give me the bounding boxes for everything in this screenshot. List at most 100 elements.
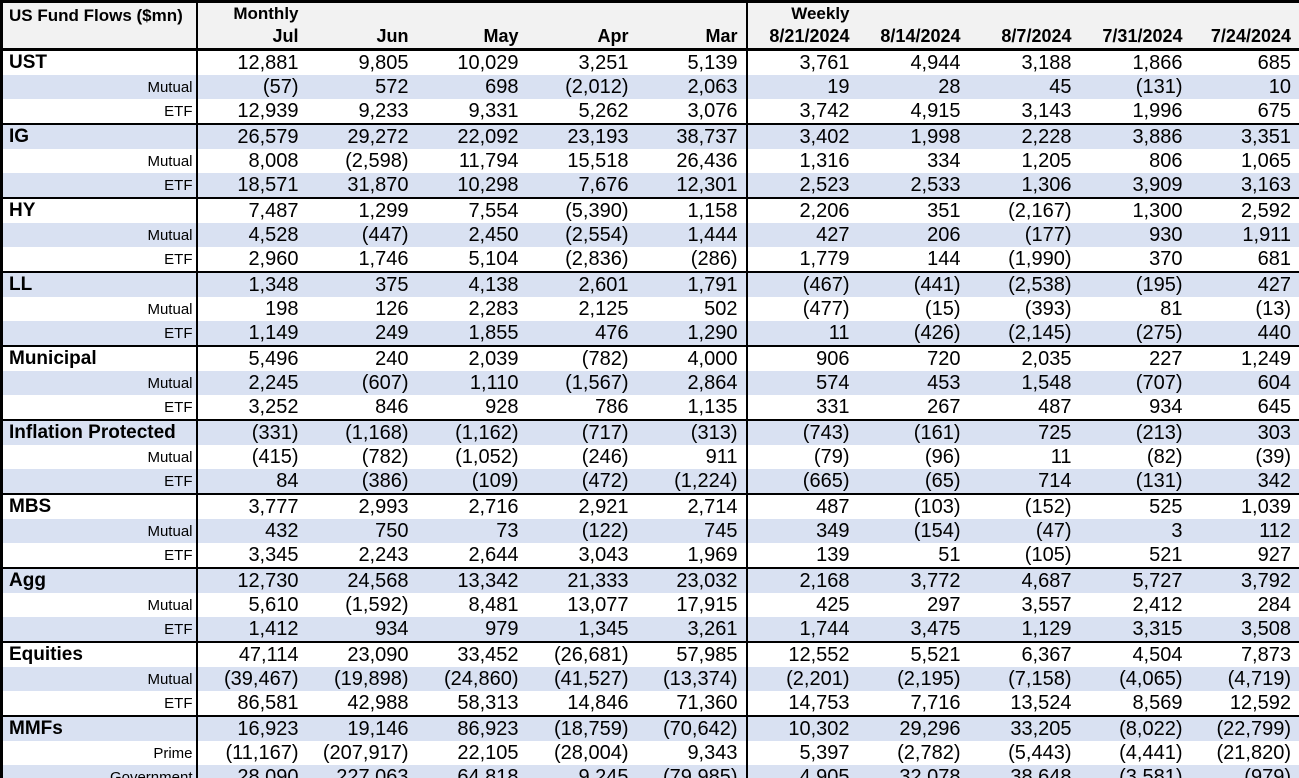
value-cell: 3,043: [526, 543, 637, 568]
value-cell: 14,753: [745, 691, 858, 716]
value-cell: 7,487: [196, 197, 307, 223]
table-row: Municipal 5,496 240 2,039 (782) 4,000 906 720 2,…: [1, 345, 1299, 371]
value-cell: 572: [306, 75, 417, 99]
value-cell: 3,761: [745, 49, 858, 75]
value-cell: 71,360: [636, 691, 747, 716]
value-cell: 331: [745, 395, 858, 420]
value-cell: 4,905: [745, 765, 858, 778]
header-row-period: US Fund Flows ($mn) Monthly Weekly: [1, 1, 1299, 51]
value-cell: (2,201): [745, 667, 858, 691]
value-cell: 7,554: [416, 197, 527, 223]
value-cell: (207,917): [306, 741, 417, 765]
value-cell: 31,870: [306, 173, 417, 198]
value-cell: 806: [1079, 149, 1191, 173]
value-cell: 370: [1079, 247, 1191, 272]
header-spacer: [857, 1, 1299, 25]
value-cell: 13,524: [968, 691, 1080, 716]
value-cell: 1,135: [636, 395, 747, 420]
value-cell: 1,996: [1079, 99, 1191, 124]
column-header: 7/24/2024: [1190, 25, 1299, 51]
sub-row-label: Mutual: [1, 297, 198, 321]
sub-row-label: Mutual: [1, 371, 198, 395]
value-cell: 934: [1079, 395, 1191, 420]
value-cell: 3,188: [968, 49, 1080, 75]
sub-row-label: ETF: [1, 469, 198, 494]
value-cell: 112: [1190, 519, 1299, 543]
value-cell: 3,402: [745, 123, 858, 149]
value-cell: (472): [526, 469, 637, 494]
value-cell: 2,228: [968, 123, 1080, 149]
value-cell: 38,648: [968, 765, 1080, 778]
sub-row-label: ETF: [1, 321, 198, 346]
value-cell: 26,579: [196, 123, 307, 149]
sub-row-label: ETF: [1, 173, 198, 198]
value-cell: (5,443): [968, 741, 1080, 765]
value-cell: 8,008: [196, 149, 307, 173]
value-cell: 64,818: [416, 765, 527, 778]
table-row: ETF 3,252 846 928 786 1,135 331 267 487 934 645: [1, 395, 1299, 420]
table-row: Equities 47,114 23,090 33,452 (26,681) 57,985…: [1, 641, 1299, 667]
value-cell: 9,343: [636, 741, 747, 765]
value-cell: (105): [968, 543, 1080, 568]
value-cell: 86,923: [416, 715, 527, 741]
value-cell: (717): [526, 419, 637, 445]
table-row: ETF 2,960 1,746 5,104 (2,836) (286) 1,779 144 (1…: [1, 247, 1299, 272]
value-cell: 453: [857, 371, 969, 395]
value-cell: (177): [968, 223, 1080, 247]
value-cell: 19: [745, 75, 858, 99]
table-row: Mutual 4,528 (447) 2,450 (2,554) 1,444 427 206(…: [1, 223, 1299, 247]
value-cell: (393): [968, 297, 1080, 321]
value-cell: (131): [1079, 469, 1191, 494]
value-cell: (28,004): [526, 741, 637, 765]
value-cell: 574: [745, 371, 858, 395]
value-cell: 1,791: [636, 271, 747, 297]
value-cell: 17,915: [636, 593, 747, 617]
value-cell: 427: [745, 223, 858, 247]
value-cell: 3,508: [1190, 617, 1299, 642]
value-cell: 84: [196, 469, 307, 494]
table-row: ETF 1,412 934 979 1,345 3,261 1,744 3,475 1,129 3…: [1, 617, 1299, 642]
value-cell: 19,146: [306, 715, 417, 741]
value-cell: 8,569: [1079, 691, 1191, 716]
value-cell: 1,306: [968, 173, 1080, 198]
value-cell: 1,290: [636, 321, 747, 346]
value-cell: (426): [857, 321, 969, 346]
column-header: Jun: [306, 25, 417, 51]
value-cell: 86,581: [196, 691, 307, 716]
value-cell: 1,779: [745, 247, 858, 272]
value-cell: 10: [1190, 75, 1299, 99]
value-cell: (246): [526, 445, 637, 469]
value-cell: (2,195): [857, 667, 969, 691]
value-cell: 1,110: [416, 371, 527, 395]
value-cell: (161): [857, 419, 969, 445]
value-cell: (607): [306, 371, 417, 395]
sub-row-label: ETF: [1, 247, 198, 272]
value-cell: (2,782): [857, 741, 969, 765]
value-cell: 5,262: [526, 99, 637, 124]
value-cell: 297: [857, 593, 969, 617]
value-cell: (195): [1079, 271, 1191, 297]
value-cell: 1,412: [196, 617, 307, 642]
value-cell: 3,163: [1190, 173, 1299, 198]
value-cell: 139: [745, 543, 858, 568]
value-cell: 12,301: [636, 173, 747, 198]
value-cell: (782): [526, 345, 637, 371]
value-cell: 4,687: [968, 567, 1080, 593]
value-cell: 12,552: [745, 641, 858, 667]
value-cell: 1,548: [968, 371, 1080, 395]
value-cell: 227,063: [306, 765, 417, 778]
value-cell: (447): [306, 223, 417, 247]
value-cell: (1,990): [968, 247, 1080, 272]
value-cell: 5,139: [636, 49, 747, 75]
value-cell: 2,412: [1079, 593, 1191, 617]
value-cell: 645: [1190, 395, 1299, 420]
value-cell: 21,333: [526, 567, 637, 593]
value-cell: 284: [1190, 593, 1299, 617]
weekly-group-header: Weekly: [745, 1, 858, 25]
value-cell: 7,873: [1190, 641, 1299, 667]
value-cell: 23,032: [636, 567, 747, 593]
table-row: Mutual (39,467) (19,898) (24,860) (41,527) (1…: [1, 667, 1299, 691]
group-row-label: Agg: [1, 567, 198, 593]
value-cell: 249: [306, 321, 417, 346]
value-cell: 7,676: [526, 173, 637, 198]
